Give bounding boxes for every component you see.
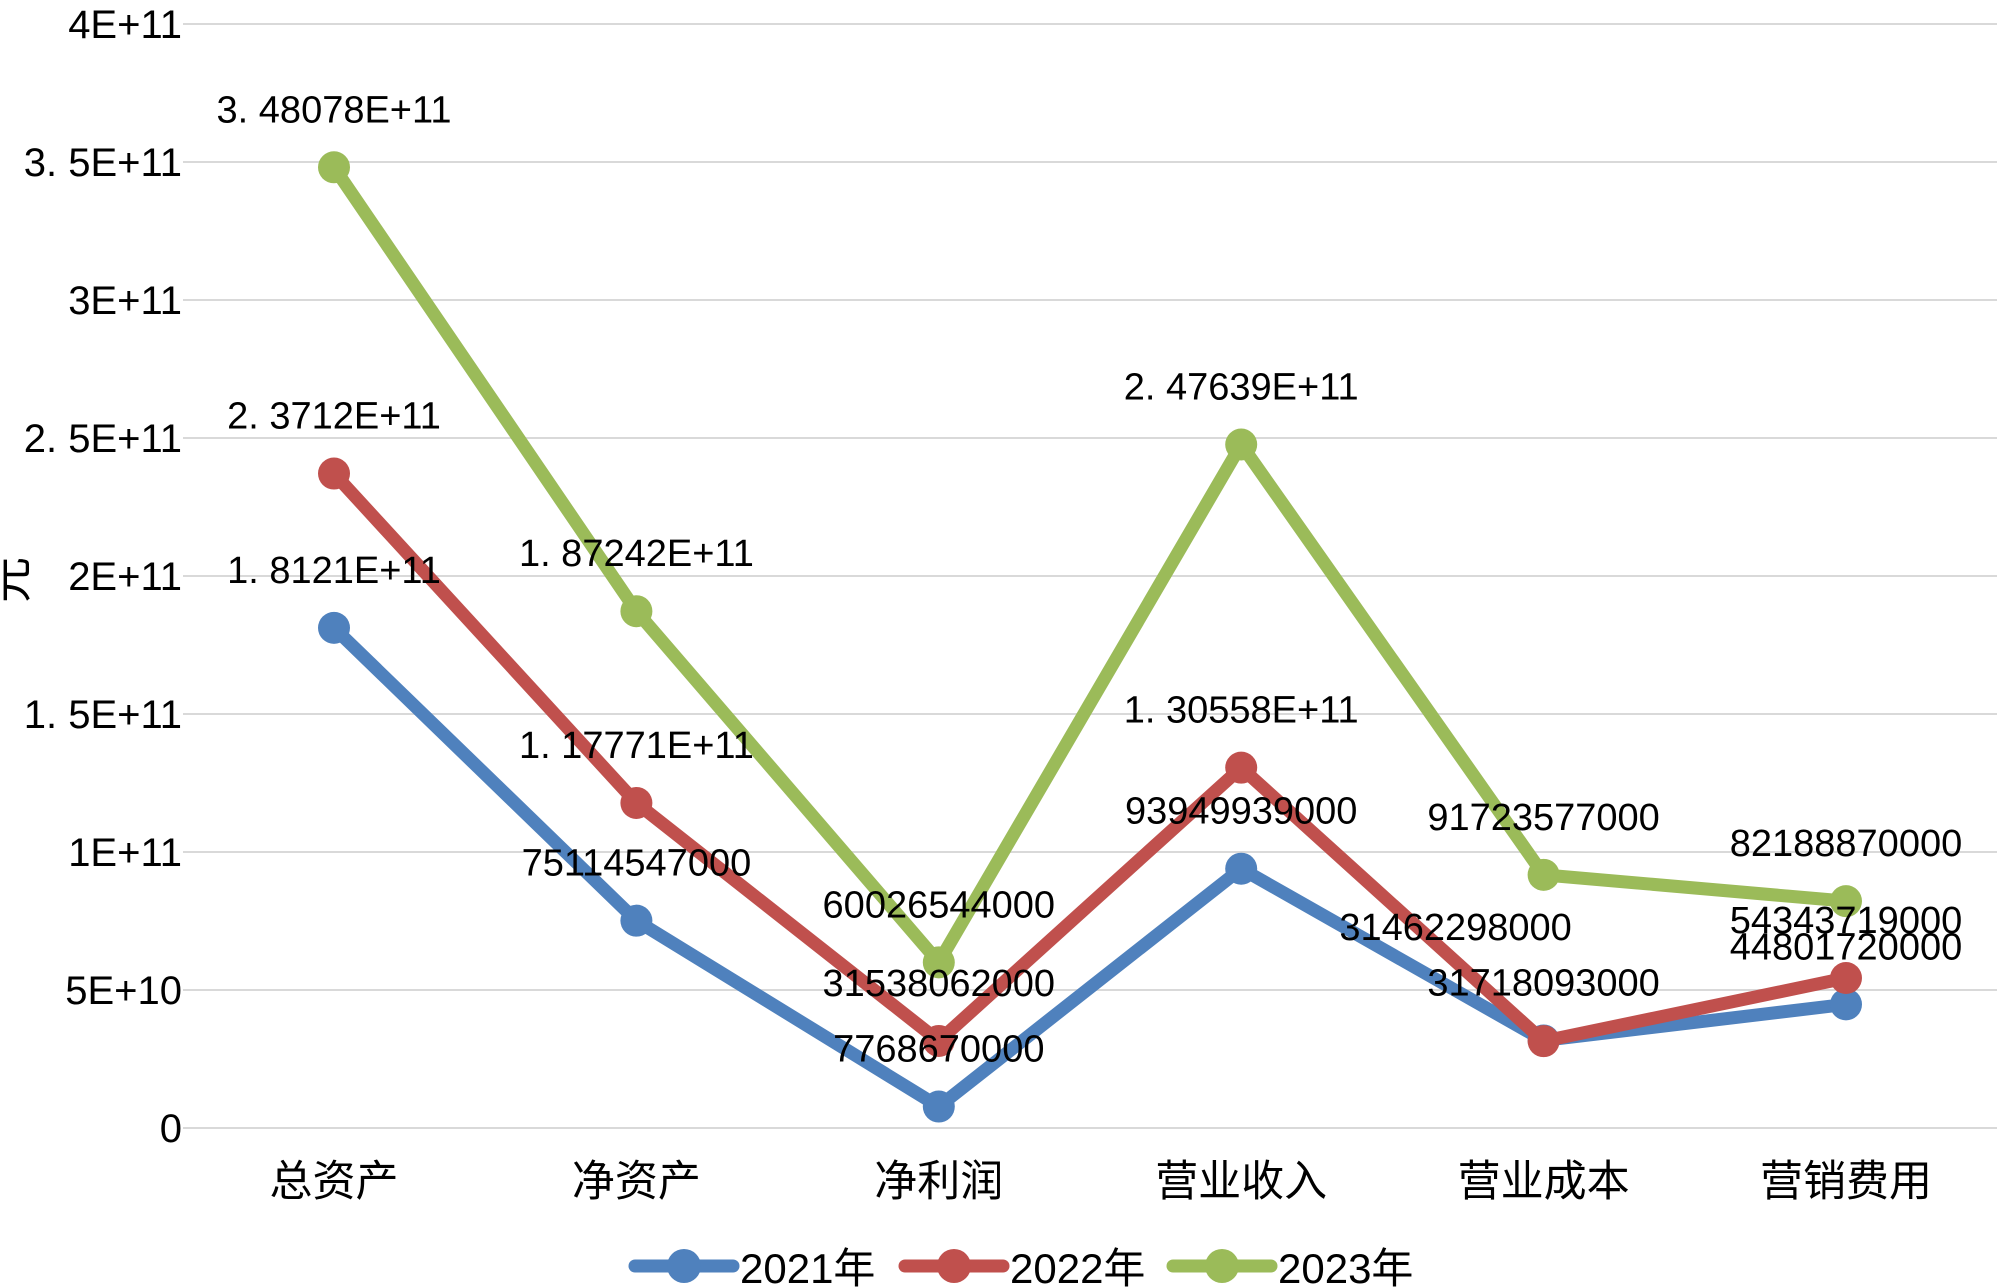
legend: 2021年 2022年 2023年 bbox=[628, 1245, 1413, 1288]
data-label: 1. 30558E+11 bbox=[1124, 690, 1359, 732]
data-point-marker bbox=[1830, 988, 1862, 1021]
x-axis-category-label: 营业成本 bbox=[1458, 1158, 1630, 1206]
y-axis-tick-label: 1E+11 bbox=[68, 831, 182, 875]
legend-label: 2023年 bbox=[1278, 1245, 1413, 1288]
legend-dot-icon bbox=[667, 1249, 701, 1283]
data-point-marker bbox=[1830, 885, 1862, 918]
series-line bbox=[327, 160, 1853, 969]
x-axis-category-label: 总资产 bbox=[270, 1158, 399, 1206]
data-point-marker bbox=[1527, 1025, 1560, 1058]
x-axis: 总资产 净资产 净利润 营业收入 营业成本 营销费用 bbox=[270, 1158, 1933, 1206]
series-line bbox=[327, 467, 1853, 1048]
data-point-marker bbox=[620, 595, 653, 628]
legend-label: 2021年 bbox=[740, 1245, 875, 1288]
data-point-marker bbox=[620, 786, 653, 819]
data-labels-group: 1. 8121E+11 75114547000 7768670000 93949939… bbox=[217, 89, 1963, 1070]
data-point-marker bbox=[922, 1090, 955, 1123]
y-axis-tick-label: 4E+11 bbox=[68, 3, 182, 47]
data-label: 1. 17771E+11 bbox=[519, 725, 754, 767]
data-label: 60026544000 bbox=[823, 884, 1055, 926]
y-axis-tick-label: 2E+11 bbox=[68, 555, 182, 599]
y-axis-title: 元 bbox=[0, 557, 36, 603]
x-axis-category-label: 净利润 bbox=[874, 1158, 1003, 1206]
y-axis: 0 5E+10 1E+11 1. 5E+11 2E+11 2. 5E+11 3E+11 3. … bbox=[24, 3, 182, 1151]
data-point-marker bbox=[1225, 428, 1258, 461]
data-label: 31462298000 bbox=[1339, 907, 1571, 949]
y-axis-tick-label: 3E+11 bbox=[68, 279, 182, 323]
data-label: 31718093000 bbox=[1427, 962, 1659, 1004]
data-label: 31538062000 bbox=[823, 963, 1055, 1005]
y-axis-tick-label: 1. 5E+11 bbox=[24, 693, 182, 737]
data-label: 1. 8121E+11 bbox=[227, 550, 441, 592]
series-2023年 bbox=[318, 151, 1862, 979]
legend-dot-icon bbox=[937, 1249, 971, 1283]
data-point-marker bbox=[1225, 852, 1258, 885]
series-2022年 bbox=[318, 457, 1862, 1058]
data-label: 3. 48078E+11 bbox=[217, 89, 452, 131]
x-axis-category-label: 净资产 bbox=[572, 1158, 701, 1206]
data-point-marker bbox=[1830, 962, 1862, 995]
legend-item: 2021年 bbox=[628, 1245, 875, 1288]
data-point-marker bbox=[922, 1024, 955, 1057]
y-axis-tick-label: 3. 5E+11 bbox=[24, 141, 182, 185]
data-label: 91723577000 bbox=[1427, 797, 1659, 839]
data-point-marker bbox=[922, 946, 955, 979]
legend-dot-icon bbox=[1205, 1249, 1239, 1283]
legend-label: 2022年 bbox=[1010, 1245, 1145, 1288]
y-axis-tick-label: 2. 5E+11 bbox=[24, 417, 182, 461]
data-label: 2. 47639E+11 bbox=[1124, 367, 1359, 409]
data-label: 82188870000 bbox=[1730, 823, 1962, 865]
data-point-marker bbox=[318, 611, 350, 644]
gridlines-group bbox=[183, 23, 1997, 1129]
data-label: 2. 3712E+11 bbox=[227, 396, 441, 438]
legend-item: 2022年 bbox=[898, 1245, 1145, 1288]
data-point-marker bbox=[620, 904, 653, 937]
data-point-marker bbox=[1225, 751, 1258, 784]
data-label: 54343719000 bbox=[1730, 900, 1962, 942]
y-axis-tick-label: 5E+10 bbox=[65, 969, 182, 1013]
data-point-marker bbox=[318, 457, 350, 490]
data-label: 1. 87242E+11 bbox=[519, 533, 754, 575]
legend-item: 2023年 bbox=[1166, 1245, 1413, 1288]
data-point-marker bbox=[318, 151, 350, 184]
data-point-marker bbox=[1527, 858, 1560, 891]
y-axis-tick-label: 0 bbox=[160, 1107, 182, 1151]
x-axis-category-label: 营业收入 bbox=[1155, 1158, 1327, 1206]
data-label: 75114547000 bbox=[522, 843, 752, 885]
data-label: 44801720000 bbox=[1730, 926, 1962, 968]
data-label: 93949939000 bbox=[1125, 791, 1357, 833]
data-label: 7768670000 bbox=[833, 1029, 1044, 1071]
x-axis-category-label: 营销费用 bbox=[1760, 1158, 1932, 1206]
